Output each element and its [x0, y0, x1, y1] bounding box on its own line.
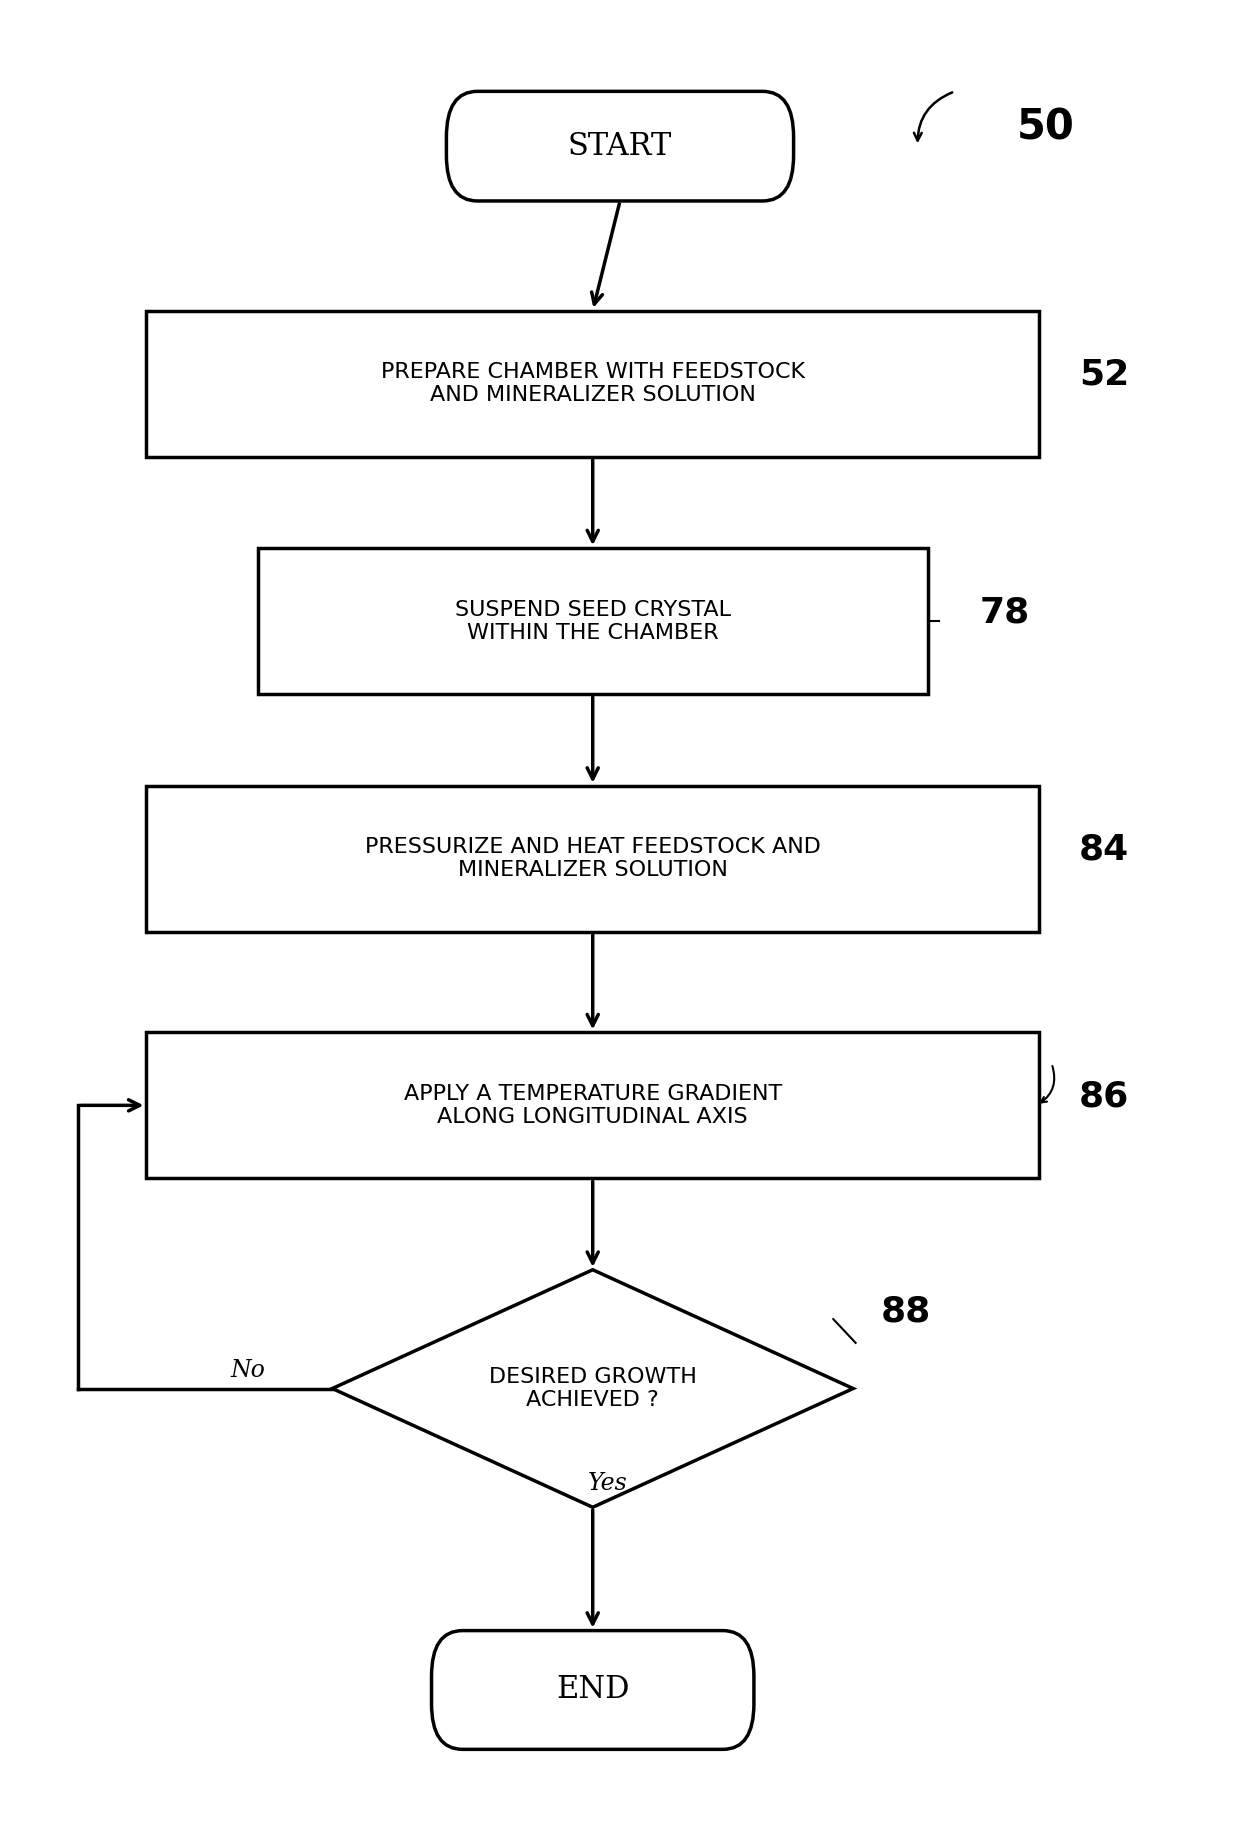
Text: 78: 78 — [980, 596, 1030, 628]
Bar — [146, 786, 1039, 932]
FancyBboxPatch shape — [432, 1630, 754, 1750]
Text: START: START — [568, 132, 672, 161]
Text: 84: 84 — [1079, 833, 1130, 866]
Text: APPLY A TEMPERATURE GRADIENT
ALONG LONGITUDINAL AXIS: APPLY A TEMPERATURE GRADIENT ALONG LONGI… — [403, 1083, 782, 1127]
Text: PREPARE CHAMBER WITH FEEDSTOCK
AND MINERALIZER SOLUTION: PREPARE CHAMBER WITH FEEDSTOCK AND MINER… — [381, 362, 805, 406]
Text: 50: 50 — [1017, 108, 1075, 148]
Text: DESIRED GROWTH
ACHIEVED ?: DESIRED GROWTH ACHIEVED ? — [489, 1367, 697, 1410]
Bar — [258, 548, 928, 694]
Bar — [146, 311, 1039, 457]
Text: 86: 86 — [1079, 1080, 1130, 1113]
Text: Yes: Yes — [588, 1473, 627, 1494]
Text: END: END — [556, 1675, 630, 1705]
FancyBboxPatch shape — [446, 91, 794, 201]
Text: No: No — [231, 1359, 265, 1381]
Text: 52: 52 — [1079, 358, 1130, 391]
Text: SUSPEND SEED CRYSTAL
WITHIN THE CHAMBER: SUSPEND SEED CRYSTAL WITHIN THE CHAMBER — [455, 599, 730, 643]
Bar — [146, 1032, 1039, 1178]
Text: PRESSURIZE AND HEAT FEEDSTOCK AND
MINERALIZER SOLUTION: PRESSURIZE AND HEAT FEEDSTOCK AND MINERA… — [365, 837, 821, 881]
Text: 88: 88 — [880, 1295, 931, 1328]
Polygon shape — [332, 1270, 853, 1507]
